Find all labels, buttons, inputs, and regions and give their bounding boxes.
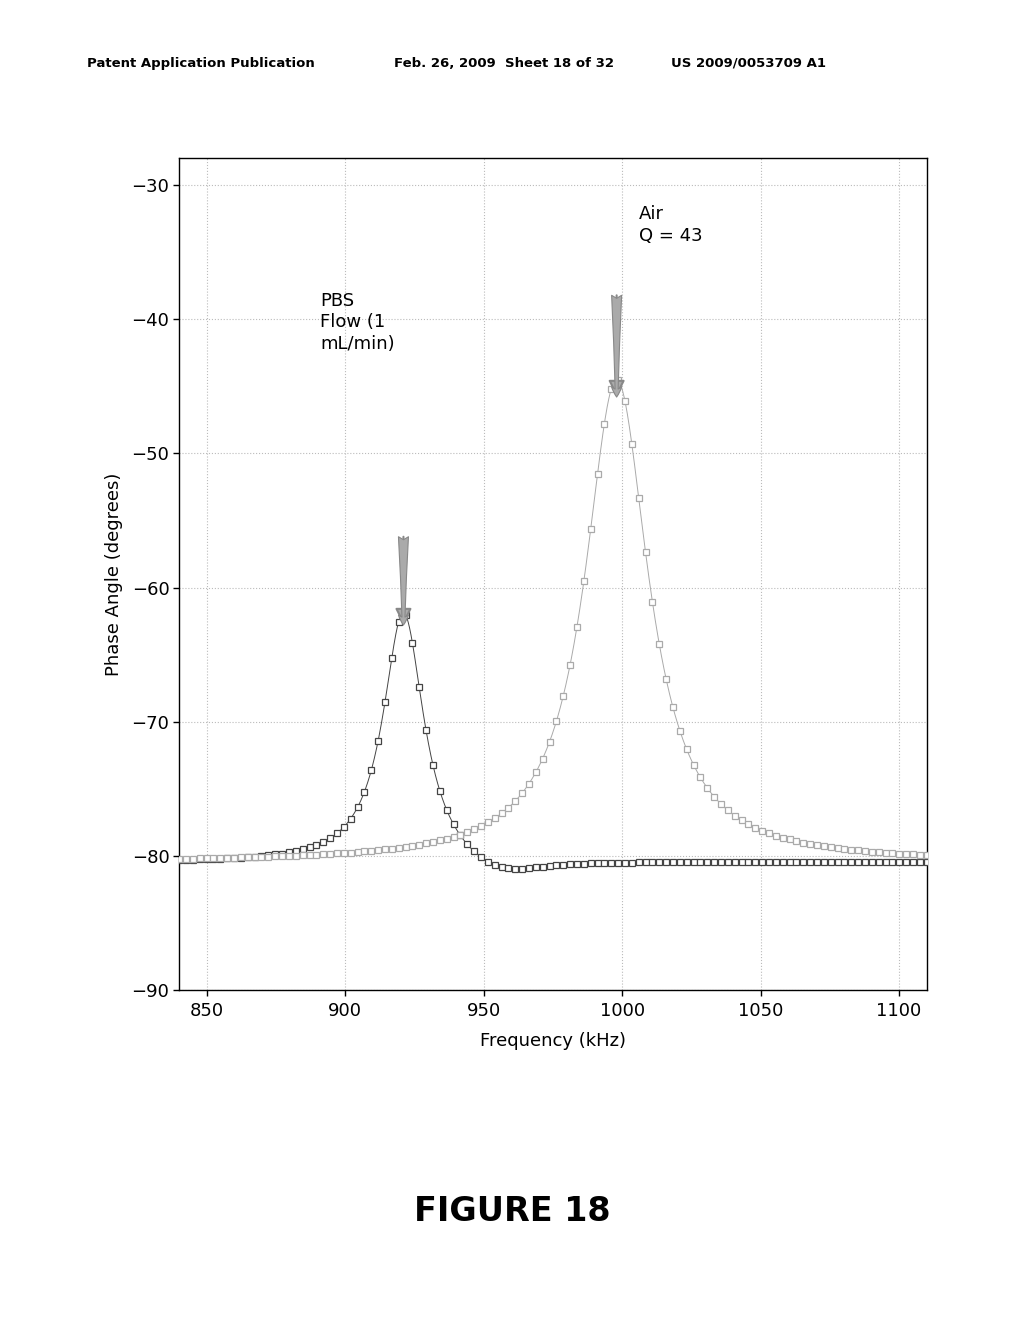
X-axis label: Frequency (kHz): Frequency (kHz) <box>480 1032 626 1049</box>
Text: US 2009/0053709 A1: US 2009/0053709 A1 <box>671 57 825 70</box>
Text: Feb. 26, 2009  Sheet 18 of 32: Feb. 26, 2009 Sheet 18 of 32 <box>394 57 614 70</box>
Text: FIGURE 18: FIGURE 18 <box>414 1196 610 1228</box>
Text: Patent Application Publication: Patent Application Publication <box>87 57 314 70</box>
Y-axis label: Phase Angle (degrees): Phase Angle (degrees) <box>105 473 123 676</box>
Text: Air
Q = 43: Air Q = 43 <box>639 206 702 244</box>
Text: PBS
Flow (1
mL/min): PBS Flow (1 mL/min) <box>321 292 395 352</box>
